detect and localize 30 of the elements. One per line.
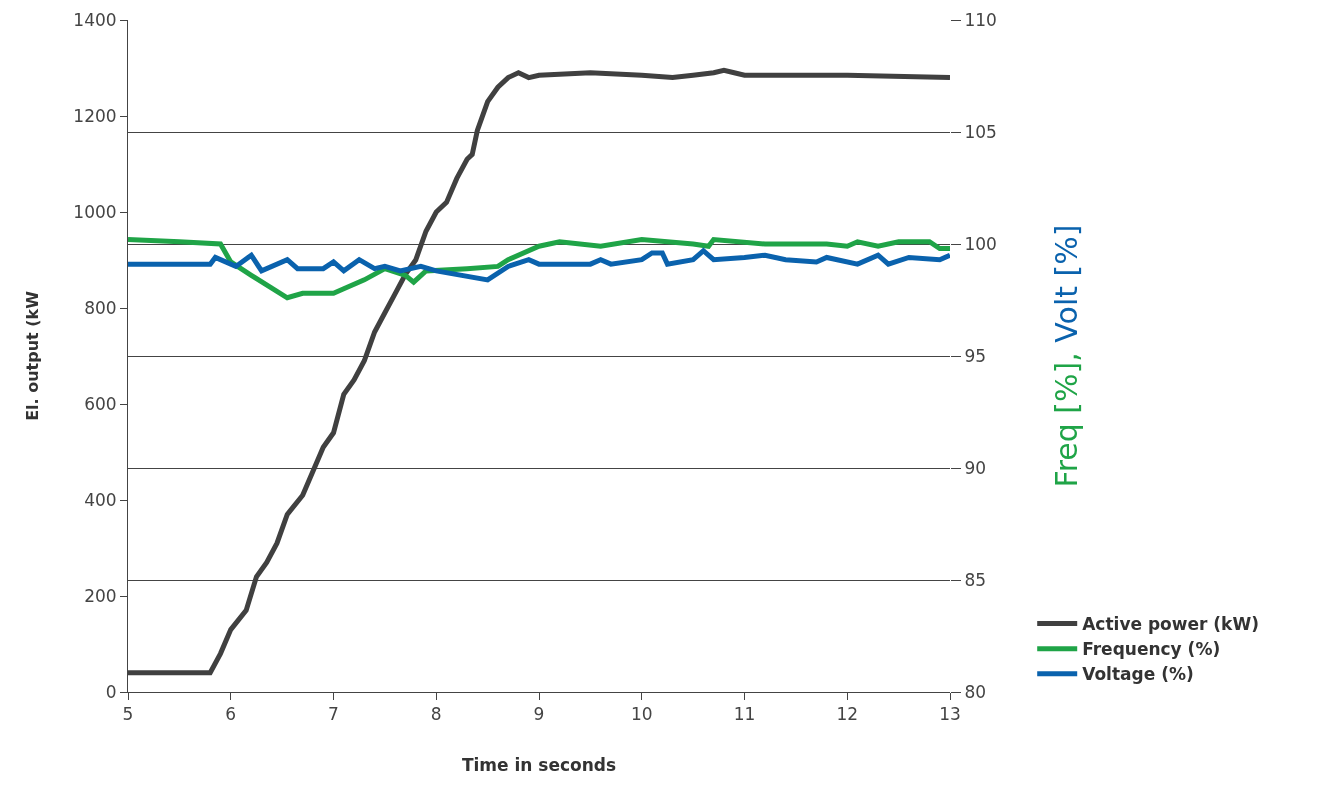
x-tick-label: 5 (122, 704, 134, 725)
x-tick-label: 9 (533, 704, 545, 725)
x-tick-label: 6 (225, 704, 237, 725)
y2-axis-title: Freq [%], Volt [%] (1049, 224, 1085, 488)
y2-tick-label: 90 (964, 457, 987, 478)
y2-tick-label: 95 (964, 345, 987, 366)
x-tick-label: 13 (939, 704, 961, 725)
y-tick-label: 1200 (73, 105, 117, 126)
y-tick-label: 200 (84, 585, 117, 606)
y2-tick-label: 100 (964, 233, 997, 254)
y2-tick-label: 85 (964, 569, 987, 590)
x-tick-label: 12 (836, 704, 859, 725)
y-tick-label: 400 (84, 489, 117, 510)
y-tick-label: 1400 (73, 9, 117, 30)
x-tick-label: 10 (630, 704, 653, 725)
legend-label: Active power (kW) (1082, 614, 1259, 635)
y2-tick-label: 80 (964, 681, 987, 702)
legend-label: Voltage (%) (1082, 664, 1194, 685)
y-tick-label: 0 (105, 681, 117, 702)
x-axis-title: Time in seconds (461, 754, 617, 775)
y2-tick-label: 105 (964, 121, 997, 142)
x-tick-label: 8 (430, 704, 442, 725)
y2-tick-label: 110 (964, 9, 997, 30)
y-tick-label: 1000 (73, 201, 117, 222)
y-tick-label: 800 (84, 297, 117, 318)
x-tick-label: 11 (733, 704, 756, 725)
x-tick-label: 7 (328, 704, 339, 725)
y-axis-title: El. output (kW (23, 290, 43, 421)
y-tick-label: 600 (84, 393, 117, 414)
legend-label: Frequency (%) (1082, 639, 1221, 660)
